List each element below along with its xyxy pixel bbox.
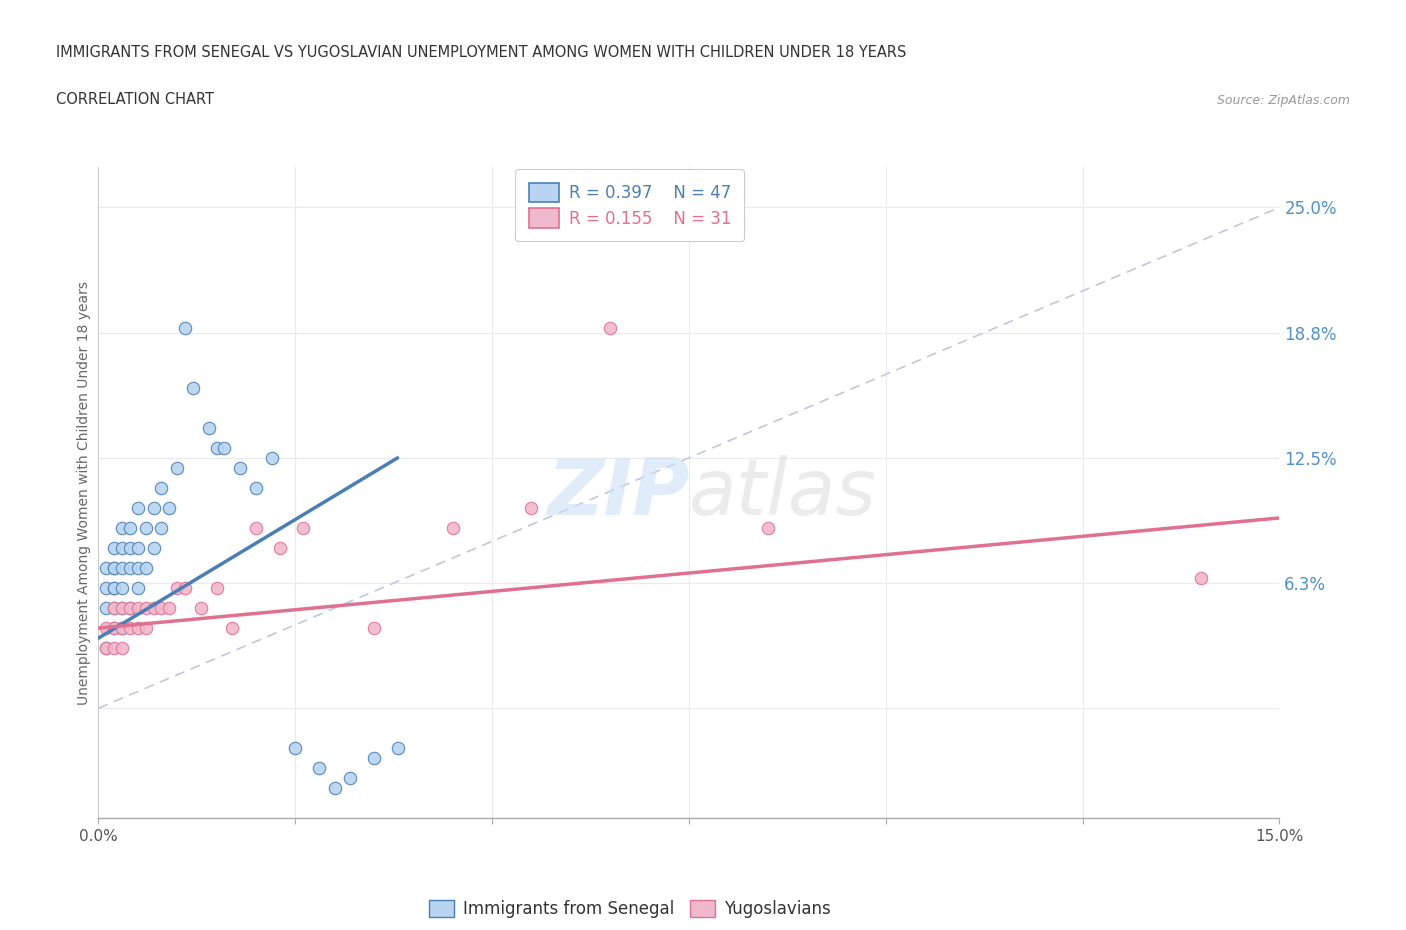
Point bbox=[292, 521, 315, 536]
Point bbox=[127, 500, 149, 515]
Point bbox=[118, 620, 141, 635]
Point bbox=[245, 521, 267, 536]
Point bbox=[245, 481, 267, 496]
Point bbox=[142, 500, 165, 515]
Point bbox=[96, 601, 118, 616]
Text: Source: ZipAtlas.com: Source: ZipAtlas.com bbox=[1216, 94, 1350, 107]
Point bbox=[118, 561, 141, 576]
Point bbox=[599, 320, 621, 335]
Point bbox=[205, 580, 228, 595]
Point bbox=[127, 561, 149, 576]
Point bbox=[284, 741, 307, 756]
Point bbox=[520, 500, 543, 515]
Point bbox=[111, 540, 134, 555]
Y-axis label: Unemployment Among Women with Children Under 18 years: Unemployment Among Women with Children U… bbox=[77, 281, 91, 705]
Point bbox=[118, 601, 141, 616]
Point bbox=[190, 601, 212, 616]
Point bbox=[103, 561, 125, 576]
Text: IMMIGRANTS FROM SENEGAL VS YUGOSLAVIAN UNEMPLOYMENT AMONG WOMEN WITH CHILDREN UN: IMMIGRANTS FROM SENEGAL VS YUGOSLAVIAN U… bbox=[56, 46, 907, 60]
Point bbox=[363, 751, 385, 765]
Point bbox=[166, 460, 188, 475]
Point bbox=[103, 580, 125, 595]
Point bbox=[150, 521, 173, 536]
Point bbox=[166, 580, 188, 595]
Point bbox=[111, 641, 134, 656]
Point bbox=[111, 620, 134, 635]
Point bbox=[441, 521, 464, 536]
Point bbox=[111, 601, 134, 616]
Point bbox=[221, 620, 243, 635]
Point bbox=[96, 641, 118, 656]
Point bbox=[181, 380, 204, 395]
Point bbox=[111, 601, 134, 616]
Point bbox=[127, 540, 149, 555]
Point bbox=[127, 601, 149, 616]
Point bbox=[96, 580, 118, 595]
Point bbox=[103, 561, 125, 576]
Point bbox=[96, 620, 118, 635]
Point bbox=[135, 601, 157, 616]
Point bbox=[387, 741, 409, 756]
Point bbox=[135, 521, 157, 536]
Point bbox=[174, 320, 197, 335]
Point bbox=[135, 620, 157, 635]
Point bbox=[157, 601, 180, 616]
Point bbox=[127, 580, 149, 595]
Point bbox=[118, 540, 141, 555]
Point bbox=[127, 620, 149, 635]
Text: ZIP: ZIP bbox=[547, 455, 689, 531]
Point bbox=[103, 620, 125, 635]
Point bbox=[756, 521, 779, 536]
Point bbox=[103, 540, 125, 555]
Point bbox=[142, 540, 165, 555]
Point bbox=[323, 781, 346, 796]
Point bbox=[229, 460, 252, 475]
Point bbox=[269, 540, 291, 555]
Point bbox=[103, 641, 125, 656]
Point bbox=[135, 561, 157, 576]
Text: atlas: atlas bbox=[689, 455, 877, 531]
Point bbox=[1189, 571, 1212, 586]
Point bbox=[103, 620, 125, 635]
Point bbox=[214, 441, 236, 456]
Point bbox=[96, 641, 118, 656]
Point bbox=[103, 601, 125, 616]
Point bbox=[142, 601, 165, 616]
Point bbox=[111, 561, 134, 576]
Legend: R = 0.397    N = 47, R = 0.155    N = 31: R = 0.397 N = 47, R = 0.155 N = 31 bbox=[516, 169, 744, 241]
Point bbox=[150, 601, 173, 616]
Point bbox=[103, 601, 125, 616]
Point bbox=[118, 601, 141, 616]
Point bbox=[150, 481, 173, 496]
Point bbox=[96, 561, 118, 576]
Point bbox=[197, 420, 219, 435]
Point bbox=[157, 500, 180, 515]
Point bbox=[363, 620, 385, 635]
Text: CORRELATION CHART: CORRELATION CHART bbox=[56, 92, 214, 107]
Point bbox=[205, 441, 228, 456]
Point bbox=[339, 771, 361, 786]
Point bbox=[118, 521, 141, 536]
Point bbox=[308, 761, 330, 776]
Point bbox=[111, 580, 134, 595]
Point bbox=[103, 580, 125, 595]
Point bbox=[111, 620, 134, 635]
Point bbox=[260, 450, 283, 465]
Point bbox=[174, 580, 197, 595]
Point bbox=[111, 521, 134, 536]
